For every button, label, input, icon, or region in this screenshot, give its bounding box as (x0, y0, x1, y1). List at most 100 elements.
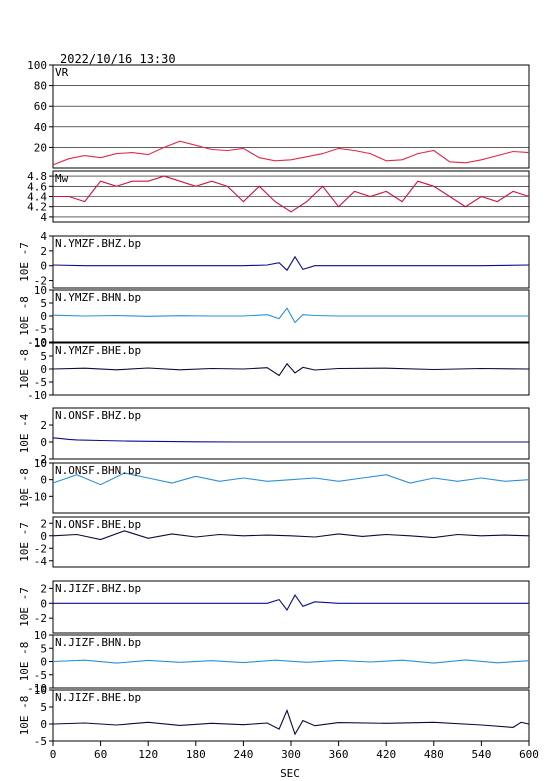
panel-label: N.ONSF.BHE.bp (55, 518, 141, 531)
panel-y-label: 10E -8 (18, 349, 31, 389)
y-tick-label: 5 (40, 642, 47, 655)
y-tick-label: 2 (40, 517, 47, 530)
y-tick-label: 4 (40, 211, 47, 224)
y-tick-label: -4 (34, 555, 48, 568)
y-tick-label: 20 (34, 141, 47, 154)
y-tick-label: 4.8 (27, 170, 47, 183)
y-tick-label: 2 (40, 582, 47, 595)
y-tick-label: 2 (40, 419, 47, 432)
x-axis: 0 60 120 180 240 300 360 420 480 540 600 (50, 741, 539, 761)
y-tick-label: 80 (34, 80, 47, 93)
panel: -10 0 10 N.ONSF.BHN.bp 10E -8 (18, 457, 530, 514)
x-tick-label: 300 (281, 748, 301, 761)
series-line (52, 255, 530, 272)
panel-y-label: 10E -4 (18, 413, 31, 453)
x-axis-label: SEC (280, 767, 300, 780)
y-tick-label: 0 (40, 260, 47, 273)
y-tick-label: -5 (34, 669, 47, 682)
timestamp: 2022/10/16 13:30 (60, 52, 176, 66)
x-tick-label: 360 (329, 748, 349, 761)
y-tick-label: -10 (27, 490, 47, 503)
panel: -2 0 2 N.ONSF.BHZ.bp 10E -4 (18, 407, 530, 466)
y-tick-label: -10 (27, 389, 47, 402)
y-tick-label: -2 (34, 453, 47, 466)
x-tick-label: 420 (376, 748, 396, 761)
y-tick-label: 0 (40, 656, 47, 669)
series-line (52, 362, 530, 377)
series-line (52, 140, 530, 166)
y-tick-label: -5 (34, 735, 47, 748)
panel-y-label: 10E -7 (18, 242, 31, 282)
panel: 44.24.44.64.8 Mw (27, 170, 530, 224)
y-tick-label: 10 (34, 684, 47, 697)
y-tick-label: -2 (34, 275, 47, 288)
y-tick-label: 5 (40, 297, 47, 310)
panel-label: N.ONSF.BHZ.bp (55, 409, 141, 422)
y-tick-label: -5 (34, 376, 47, 389)
panel-label: Mw (55, 172, 69, 185)
series-line (52, 307, 529, 324)
panel-label: N.ONSF.BHN.bp (55, 464, 141, 477)
y-tick-label: 4.2 (27, 201, 47, 214)
series-line (52, 437, 529, 443)
x-tick-label: 480 (424, 748, 444, 761)
series-line (52, 659, 530, 664)
y-tick-label: 0 (40, 474, 47, 487)
y-tick-label: 0 (40, 597, 47, 610)
panel-frame (52, 516, 530, 568)
y-tick-label: 60 (34, 100, 47, 113)
panel-y-label: 10E -8 (18, 296, 31, 336)
x-tick-label: 240 (233, 748, 253, 761)
y-tick-label: 0 (40, 718, 47, 731)
y-tick-label: 10 (34, 629, 47, 642)
y-tick-label: 4.4 (27, 191, 47, 204)
y-tick-label: -2 (34, 612, 47, 625)
y-tick-label: 10 (34, 284, 47, 297)
panel-frame (52, 462, 530, 514)
panel-label: N.JIZF.BHZ.bp (55, 582, 141, 595)
panel-y-label: 10E -8 (18, 696, 31, 736)
panel-y-label: 10E -8 (18, 468, 31, 508)
y-tick-label: 4.6 (27, 180, 47, 193)
panel-frame (52, 235, 530, 289)
panel: -2 0 2 N.JIZF.BHZ.bp 10E -7 (18, 580, 530, 634)
y-tick-label: 0 (40, 363, 47, 376)
y-tick-label: -2 (34, 542, 47, 555)
y-tick-label: 0 (40, 436, 47, 449)
series-line (52, 708, 530, 736)
y-tick-label: 10 (34, 457, 47, 470)
x-tick-label: 540 (471, 748, 491, 761)
panel-y-label: 10E -7 (18, 522, 31, 562)
series-line (52, 472, 530, 486)
y-tick-label: 5 (40, 701, 47, 714)
y-tick-label: 10 (34, 337, 47, 350)
series-line (52, 530, 530, 541)
panel: -2 0 2 4 N.YMZF.BHZ.bp 10E -7 (18, 230, 530, 289)
panel-frame (52, 64, 530, 169)
panel-y-label: 10E -8 (18, 642, 31, 682)
y-tick-label: 100 (27, 59, 47, 72)
x-tick-label: 600 (519, 748, 539, 761)
y-tick-label: -5 (34, 323, 47, 336)
panel-y-label: 10E -7 (18, 587, 31, 627)
y-tick-label: 2 (40, 245, 47, 258)
panel-label: N.JIZF.BHN.bp (55, 636, 141, 649)
x-tick-label: 0 (50, 748, 57, 761)
y-tick-label: -10 (27, 682, 47, 695)
series-line (53, 594, 529, 612)
panel: -5 0 5 10 N.JIZF.BHE.bp 10E -8 (18, 684, 530, 748)
y-tick-label: 0 (40, 310, 47, 323)
panel: -4-202 N.ONSF.BHE.bp 10E -7 (18, 516, 530, 568)
panel-label: N.YMZF.BHN.bp (55, 291, 141, 304)
x-tick-label: 120 (138, 748, 158, 761)
panel-frame (52, 580, 530, 634)
panel-label: VR (55, 66, 69, 79)
panel-frame (52, 407, 530, 460)
panel: 20 40 60 80 100 VR (27, 59, 530, 169)
y-tick-label: 5 (40, 350, 47, 363)
